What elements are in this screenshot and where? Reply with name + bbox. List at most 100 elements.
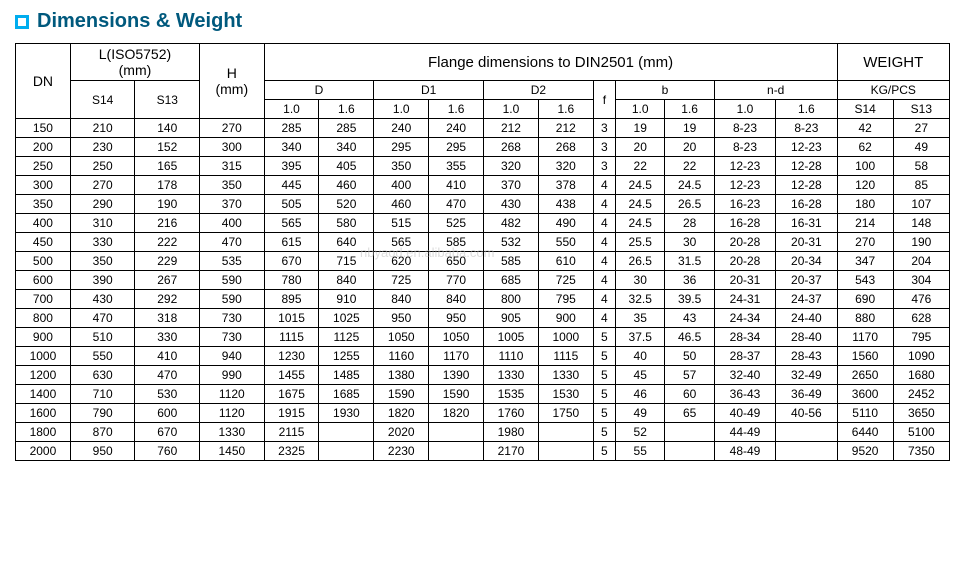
cell-h: 470 — [200, 233, 265, 252]
cell-s14: 470 — [70, 309, 135, 328]
cell-d16: 910 — [319, 290, 374, 309]
cell-d210: 1005 — [484, 328, 539, 347]
cell-w13: 795 — [893, 328, 949, 347]
cell-nd10: 40-49 — [714, 404, 775, 423]
col-b: b — [616, 81, 715, 100]
cell-d110: 400 — [374, 176, 429, 195]
cell-d16: 1025 — [319, 309, 374, 328]
cell-dn: 400 — [16, 214, 71, 233]
cell-d110: 515 — [374, 214, 429, 233]
col-d2-16: 1.6 — [538, 100, 593, 119]
col-d: D — [264, 81, 374, 100]
col-w-s14: S14 — [837, 100, 893, 119]
cell-w14: 6440 — [837, 423, 893, 442]
table-row: 6003902675907808407257706857254303620-31… — [16, 271, 950, 290]
cell-s13: 600 — [135, 404, 200, 423]
cell-dn: 1400 — [16, 385, 71, 404]
cell-w14: 42 — [837, 119, 893, 138]
cell-d10: 1115 — [264, 328, 319, 347]
cell-s13: 190 — [135, 195, 200, 214]
cell-d116: 355 — [429, 157, 484, 176]
cell-nd16: 12-23 — [776, 138, 837, 157]
cell-b10: 25.5 — [616, 233, 665, 252]
cell-d16: 460 — [319, 176, 374, 195]
cell-w14: 2650 — [837, 366, 893, 385]
cell-d210: 320 — [484, 157, 539, 176]
cell-d10: 1915 — [264, 404, 319, 423]
cell-dn: 700 — [16, 290, 71, 309]
col-d2: D2 — [484, 81, 594, 100]
cell-s14: 510 — [70, 328, 135, 347]
cell-f: 4 — [593, 176, 615, 195]
cell-f: 4 — [593, 195, 615, 214]
cell-d216: 320 — [538, 157, 593, 176]
cell-d16: 1930 — [319, 404, 374, 423]
cell-f: 5 — [593, 404, 615, 423]
cell-d216: 1000 — [538, 328, 593, 347]
cell-d10: 340 — [264, 138, 319, 157]
cell-nd16: 20-37 — [776, 271, 837, 290]
cell-d16: 1685 — [319, 385, 374, 404]
cell-w14: 543 — [837, 271, 893, 290]
cell-d110: 950 — [374, 309, 429, 328]
cell-d10: 895 — [264, 290, 319, 309]
cell-dn: 900 — [16, 328, 71, 347]
table-row: 150210140270285285240240212212319198-238… — [16, 119, 950, 138]
cell-f: 4 — [593, 252, 615, 271]
cell-d116: 470 — [429, 195, 484, 214]
cell-dn: 200 — [16, 138, 71, 157]
cell-h: 270 — [200, 119, 265, 138]
cell-d116: 1170 — [429, 347, 484, 366]
cell-d16: 840 — [319, 271, 374, 290]
cell-nd16: 8-23 — [776, 119, 837, 138]
cell-s13: 318 — [135, 309, 200, 328]
cell-s14: 870 — [70, 423, 135, 442]
cell-nd10: 16-28 — [714, 214, 775, 233]
cell-b16: 28 — [665, 214, 714, 233]
watermark: nbyaod.en.alibaba.com — [360, 245, 494, 260]
cell-d110: 1050 — [374, 328, 429, 347]
table-row: 1600790600112019151930182018201760175054… — [16, 404, 950, 423]
page-title: Dimensions & Weight — [37, 10, 242, 33]
cell-w14: 3600 — [837, 385, 893, 404]
cell-d10: 2325 — [264, 442, 319, 461]
cell-d110: 725 — [374, 271, 429, 290]
cell-s14: 250 — [70, 157, 135, 176]
cell-s13: 267 — [135, 271, 200, 290]
cell-w14: 62 — [837, 138, 893, 157]
table-row: 900510330730111511251050105010051000537.… — [16, 328, 950, 347]
cell-f: 5 — [593, 423, 615, 442]
cell-b10: 52 — [616, 423, 665, 442]
cell-s14: 330 — [70, 233, 135, 252]
cell-d116: 410 — [429, 176, 484, 195]
cell-nd16 — [776, 442, 837, 461]
cell-nd10: 24-31 — [714, 290, 775, 309]
cell-w13: 204 — [893, 252, 949, 271]
cell-nd10: 12-23 — [714, 157, 775, 176]
table-row: 300270178350445460400410370378424.524.51… — [16, 176, 950, 195]
cell-w13: 148 — [893, 214, 949, 233]
cell-b16: 30 — [665, 233, 714, 252]
cell-d110: 460 — [374, 195, 429, 214]
cell-nd10: 20-28 — [714, 233, 775, 252]
cell-d10: 615 — [264, 233, 319, 252]
table-row: 350290190370505520460470430438424.526.51… — [16, 195, 950, 214]
cell-d10: 1675 — [264, 385, 319, 404]
cell-b10: 45 — [616, 366, 665, 385]
col-nd-10: 1.0 — [714, 100, 775, 119]
table-body: 150210140270285285240240212212319198-238… — [16, 119, 950, 461]
cell-w13: 107 — [893, 195, 949, 214]
cell-h: 1120 — [200, 404, 265, 423]
cell-nd16: 16-28 — [776, 195, 837, 214]
cell-nd16 — [776, 423, 837, 442]
cell-d10: 1230 — [264, 347, 319, 366]
cell-w13: 2452 — [893, 385, 949, 404]
cell-nd16: 36-49 — [776, 385, 837, 404]
cell-f: 5 — [593, 442, 615, 461]
col-h: H(mm) — [200, 44, 265, 119]
cell-f: 3 — [593, 157, 615, 176]
cell-dn: 350 — [16, 195, 71, 214]
cell-w14: 5110 — [837, 404, 893, 423]
cell-b16: 36 — [665, 271, 714, 290]
cell-d216: 1115 — [538, 347, 593, 366]
